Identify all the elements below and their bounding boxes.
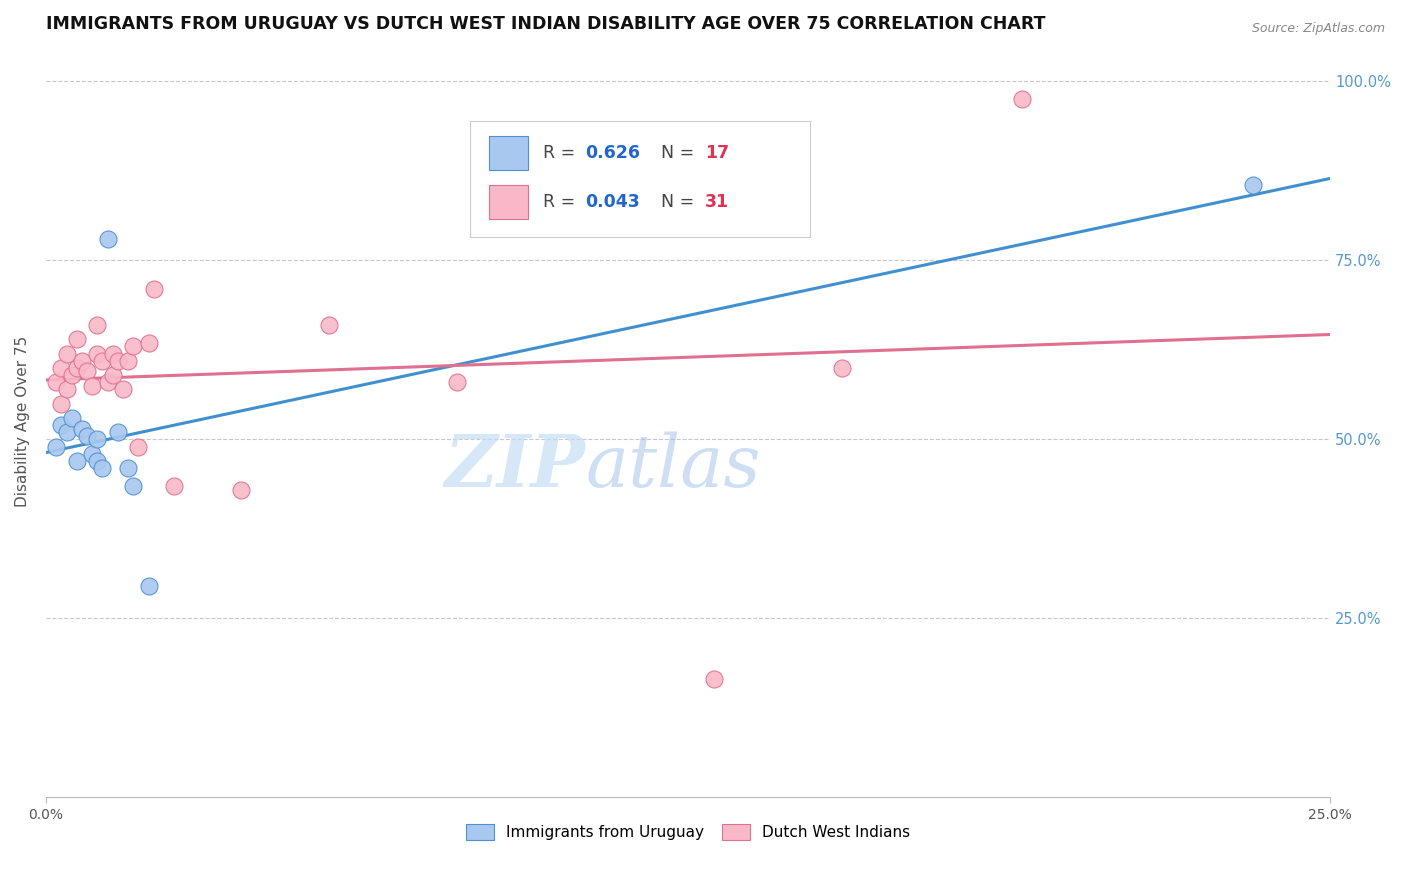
FancyBboxPatch shape [470, 120, 810, 237]
Y-axis label: Disability Age Over 75: Disability Age Over 75 [15, 336, 30, 508]
Point [1241, 178, 1264, 193]
Point [70, 422, 93, 436]
Point [51, 397, 73, 411]
Point [86, 454, 108, 468]
Text: 0.626: 0.626 [585, 145, 640, 162]
Text: N =: N = [650, 145, 699, 162]
Point [91, 461, 114, 475]
Point [70, 353, 93, 368]
Point [117, 353, 139, 368]
Text: ZIP: ZIP [444, 431, 585, 502]
Text: 17: 17 [704, 145, 728, 162]
Point [101, 346, 124, 360]
Point [318, 318, 340, 332]
Point [127, 440, 149, 454]
Point [97, 232, 120, 246]
Point [122, 479, 145, 493]
Point [703, 673, 725, 687]
Point [76, 364, 98, 378]
Point [138, 335, 160, 350]
Point [86, 346, 108, 360]
Text: 31: 31 [704, 193, 728, 211]
Point [66, 360, 89, 375]
Point [163, 479, 186, 493]
FancyBboxPatch shape [489, 185, 527, 219]
Point [107, 425, 129, 440]
Point [66, 454, 89, 468]
Point [831, 360, 853, 375]
Point [107, 353, 129, 368]
Point [86, 318, 108, 332]
Point [45, 375, 67, 389]
Point [51, 360, 73, 375]
Point [1011, 92, 1033, 106]
Point [60, 368, 83, 382]
Point [142, 282, 165, 296]
Point [86, 433, 108, 447]
Point [66, 332, 89, 346]
Point [112, 382, 135, 396]
Point [55, 382, 77, 396]
Point [138, 579, 160, 593]
Legend: Immigrants from Uruguay, Dutch West Indians: Immigrants from Uruguay, Dutch West Indi… [460, 818, 917, 847]
Point [55, 346, 77, 360]
Text: Source: ZipAtlas.com: Source: ZipAtlas.com [1251, 22, 1385, 36]
Point [45, 440, 67, 454]
Point [97, 375, 120, 389]
Point [55, 425, 77, 440]
Text: R =: R = [543, 145, 581, 162]
Point [76, 429, 98, 443]
Point [82, 447, 104, 461]
Text: R =: R = [543, 193, 581, 211]
Point [60, 411, 83, 425]
Point [101, 368, 124, 382]
Text: 0.043: 0.043 [585, 193, 640, 211]
Point [91, 353, 114, 368]
Point [82, 378, 104, 392]
Point [446, 375, 468, 389]
Text: IMMIGRANTS FROM URUGUAY VS DUTCH WEST INDIAN DISABILITY AGE OVER 75 CORRELATION : IMMIGRANTS FROM URUGUAY VS DUTCH WEST IN… [46, 15, 1046, 33]
Text: N =: N = [650, 193, 699, 211]
FancyBboxPatch shape [489, 136, 527, 169]
Point [231, 483, 253, 497]
Text: atlas: atlas [585, 432, 761, 502]
Point [117, 461, 139, 475]
Point [51, 418, 73, 433]
Point [122, 339, 145, 353]
